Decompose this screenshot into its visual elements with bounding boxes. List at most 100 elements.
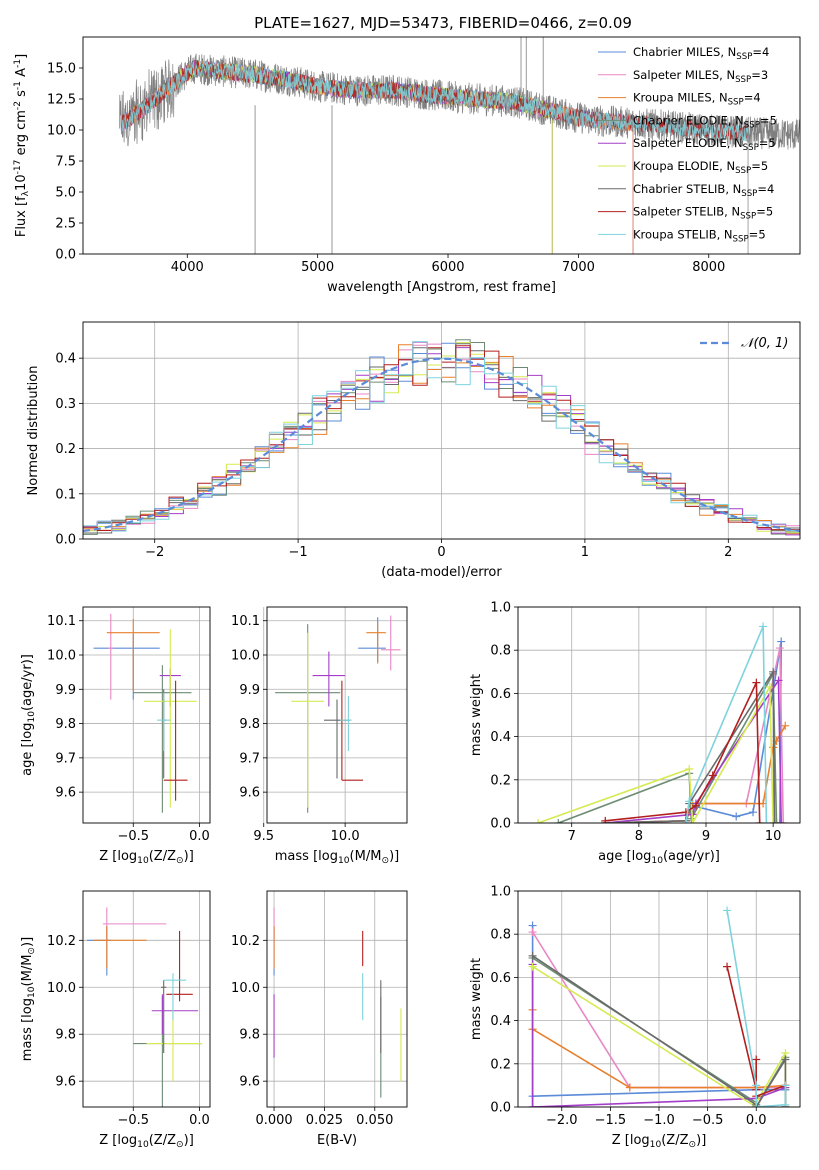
legend-nssp-text: , N	[728, 113, 744, 127]
legend-nssp-text: , N	[719, 159, 735, 173]
x-tick-label: 0.025	[306, 1113, 343, 1128]
y-tick-label: 15.0	[47, 62, 76, 77]
y-tick-label: 9.7	[55, 751, 76, 766]
x-tick-label: 10	[765, 829, 782, 844]
mass-weight-marker	[752, 678, 761, 687]
x-tick-label: −0.5	[692, 1113, 724, 1128]
y-tick-label: 9.8	[239, 717, 260, 732]
legend-nssp-subscript: SSP	[740, 212, 756, 222]
y-tick-label: 0.3	[55, 397, 76, 412]
axes-frame	[82, 321, 801, 540]
x-axis-label: E(B-V)	[317, 1133, 357, 1148]
y-tick-label: 2.5	[55, 217, 76, 232]
legend-label: 𝒩(0, 1)	[741, 336, 788, 351]
x-tick-label: 0	[437, 545, 445, 560]
legend-nssp-subscript: SSP	[733, 234, 749, 244]
x-tick-label: 10.0	[331, 829, 360, 844]
x-tick-label: 5000	[301, 260, 334, 275]
legend-nssp-subscript: SSP	[736, 52, 752, 62]
mass-weight-line	[532, 955, 787, 1107]
legend-nssp-eq: =	[759, 136, 769, 150]
residual-histogram	[83, 341, 800, 532]
y-tick-label: 9.6	[55, 1075, 76, 1090]
y-tick-label: 7.5	[55, 155, 76, 170]
legend-nssp-value: 5	[766, 205, 773, 219]
axes-group: 9.5 10.0 9.6 9.7 9.8 9.9 10.0 10.1 mass [log10(M…	[231, 606, 408, 866]
mass-weight-marker	[755, 819, 764, 823]
mass-weight-marker	[625, 1083, 634, 1092]
y-tick-label: 9.8	[239, 1028, 260, 1043]
x-tick-label: 9	[702, 829, 710, 844]
legend-label: Kroupa MILES, NSSP=4	[633, 91, 761, 108]
age-vs-metallicity-panel: −0.5 0.0 9.6 9.7 9.8 9.9 10.0 10.1 Z [log10(Z/Z⊙…	[20, 606, 211, 866]
y-axis-label: mass weight	[469, 958, 484, 1040]
axes-group: 7 8 9 10 0.0 0.2 0.4 0.6 0.8 1.0 age [log10(age/yr…	[469, 601, 801, 866]
axes-frame	[82, 890, 211, 1108]
x-tick-label: 9.5	[253, 829, 274, 844]
y-tick-label: 10.2	[47, 934, 76, 949]
mass-weight-marker	[554, 819, 563, 823]
plot-area	[93, 613, 197, 813]
legend-series-name: Chabrier ELODIE	[633, 113, 728, 127]
legend-nssp-subscript: SSP	[735, 75, 751, 85]
axes-group: −2 −1 0 1 2 0.0 0.1 0.2 0.3 0.4 (data-model)/error…	[26, 321, 801, 580]
mass-weight-marker	[528, 962, 537, 971]
legend-label: Kroupa ELODIE, NSSP=5	[633, 159, 768, 176]
legend-nssp-subscript: SSP	[744, 120, 760, 130]
mass-weight-marker	[777, 819, 786, 823]
mass-weight-marker	[759, 622, 768, 631]
y-tick-label: 10.1	[47, 614, 76, 629]
legend-series-name: Salpeter ELODIE	[633, 136, 727, 150]
mass-weight-marker	[528, 951, 537, 960]
legend-nssp-text: , N	[724, 205, 740, 219]
x-axis-label: age [log10(age/yr)]	[598, 849, 720, 866]
y-tick-label: 0.2	[55, 442, 76, 457]
axes-group: −0.5 0.0 9.6 9.7 9.8 9.9 10.0 10.1 Z [log10(Z/Z⊙…	[20, 606, 211, 866]
x-tick-label: 0.050	[356, 1113, 393, 1128]
mass-weight-marker	[688, 819, 697, 823]
mass-weight-marker	[534, 819, 543, 823]
y-axis-label: mass [log10(M/M⊙)]	[20, 937, 37, 1061]
y-tick-label: 0.6	[490, 687, 511, 702]
x-tick-label: 8000	[692, 260, 725, 275]
mass-weight-marker	[781, 1081, 790, 1090]
legend-nssp-value: 4	[767, 182, 774, 196]
axes-group: 4000 5000 6000 7000 8000 0.0 2.5 5.0 7.5 10.0 12.5…	[13, 36, 801, 295]
mass-weight-marker	[775, 644, 784, 653]
mass-weight-marker	[781, 721, 790, 730]
mass-weight-line	[726, 910, 787, 1107]
mass-weight-marker	[687, 814, 696, 823]
x-axis-label: Z [log10(Z/Z⊙)]	[99, 849, 194, 866]
x-tick-label: 7	[568, 829, 576, 844]
legend-label: Chabrier STELIB, NSSP=4	[633, 182, 774, 199]
legend-nssp-eq: =	[756, 205, 766, 219]
legend-series-name: Salpeter MILES	[633, 68, 719, 82]
mass-weight-marker	[685, 797, 694, 806]
mass-weight-marker	[749, 808, 757, 817]
y-tick-label: 0.4	[55, 352, 76, 367]
y-tick-label: 10.2	[231, 934, 260, 949]
y-tick-label: 0.4	[490, 730, 511, 745]
legend-series-name: Kroupa STELIB	[633, 227, 717, 241]
y-tick-label: 10.0	[47, 981, 76, 996]
legend-nssp-eq: =	[757, 182, 767, 196]
y-tick-label: 0.1	[55, 487, 76, 502]
x-tick-label: −1	[289, 545, 308, 560]
axes-frame	[517, 606, 801, 824]
legend-nssp-subscript: SSP	[743, 143, 759, 153]
x-tick-label: −0.5	[117, 1113, 149, 1128]
legend-series-name: Salpeter STELIB	[633, 205, 724, 219]
y-tick-label: 10.1	[231, 614, 260, 629]
legend-nssp-eq: =	[751, 159, 761, 173]
plot-area	[534, 622, 790, 823]
x-tick-label: 6000	[431, 260, 464, 275]
legend-nssp-text: , N	[725, 182, 741, 196]
y-tick-label: 9.7	[239, 751, 260, 766]
mass-weight-marker	[723, 906, 732, 915]
x-axis-label: Z [log10(Z/Z⊙)]	[99, 1133, 194, 1150]
axes-frame	[266, 890, 408, 1108]
residual-histogram	[83, 345, 800, 531]
mass-weight-marker	[769, 819, 778, 823]
axes-frame	[517, 890, 801, 1108]
legend-nssp-value: 5	[758, 227, 765, 241]
